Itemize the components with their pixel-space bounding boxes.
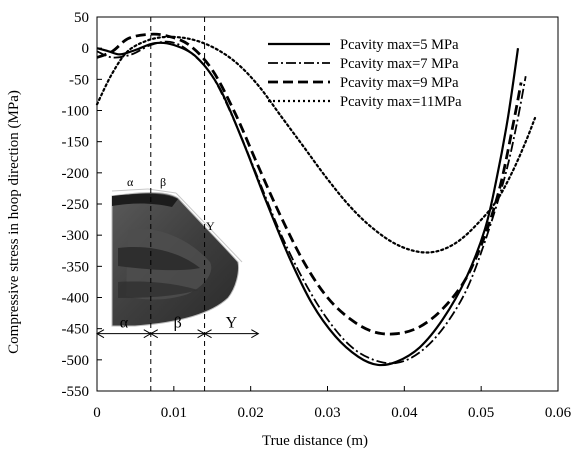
y-tick-label: -500 xyxy=(62,353,90,369)
y-tick-label: -450 xyxy=(62,322,90,338)
y-tick-label: -300 xyxy=(62,228,90,244)
x-tick-label: 0.02 xyxy=(238,405,264,421)
y-tick-label: -200 xyxy=(62,166,90,182)
region-label-1: α xyxy=(120,315,129,332)
legend: Pcavity max=5 MPa Pcavity max=7 MPa Pcav… xyxy=(268,37,462,110)
x-tick-label: 0.03 xyxy=(314,405,340,421)
inset-edge-line-b xyxy=(147,188,177,194)
plot-layer: 50 0 -50 -100 -150 -200 -250 -300 -350 -400 -450 -5… xyxy=(62,10,572,421)
region-label-3: Y xyxy=(226,315,238,332)
y-tick-label: 50 xyxy=(74,10,89,26)
x-tick-label: 0.05 xyxy=(468,405,494,421)
inset-label-gamma: Y xyxy=(206,219,215,233)
legend-label-7mpa: Pcavity max=7 MPa xyxy=(340,56,459,72)
x-axis-title: True distance (m) xyxy=(262,433,368,449)
y-tick-label: -250 xyxy=(62,197,90,213)
x-tick-label: 0.06 xyxy=(545,405,572,421)
y-tick-label: -550 xyxy=(62,384,90,400)
series-line-2 xyxy=(96,40,527,365)
inset-dark-band xyxy=(118,246,200,271)
specimen-inset-image: α β Y xyxy=(111,175,243,327)
region-arrowhead-left-2 xyxy=(149,329,159,339)
series-line-4 xyxy=(95,35,537,254)
y-tick-label: 0 xyxy=(82,41,90,57)
series-line-3 xyxy=(96,32,523,336)
y-tick-label: -400 xyxy=(62,291,90,307)
region-label-2: β xyxy=(174,315,182,332)
x-tick-label: 0.01 xyxy=(161,405,187,421)
legend-label-9mpa: Pcavity max=9 MPa xyxy=(340,75,459,91)
inset-edge-line-a xyxy=(111,188,149,192)
inset-dark-band-lower xyxy=(118,281,198,298)
inset-top-dark-band xyxy=(112,193,178,207)
y-axis-title: Compressive stress in hoop direction (MP… xyxy=(6,90,22,354)
x-tick-label: 0.04 xyxy=(391,405,418,421)
y-tick-label: -150 xyxy=(62,135,90,151)
region-arrowhead-left-1 xyxy=(95,329,105,339)
region-arrowhead-right-3 xyxy=(251,329,260,339)
inset-label-alpha: α xyxy=(127,175,134,189)
y-tick-label: -350 xyxy=(62,259,90,275)
region-arrowhead-left-3 xyxy=(203,329,212,339)
inset-label-beta: β xyxy=(160,175,166,189)
x-tick-label: 0 xyxy=(93,405,101,421)
legend-label-5mpa: Pcavity max=5 MPa xyxy=(340,37,459,53)
y-tick-label: -100 xyxy=(62,104,90,120)
series-line-1 xyxy=(96,41,520,367)
legend-label-11mpa: Pcavity max=11MPa xyxy=(340,94,462,110)
inset-edge-line-c xyxy=(175,192,243,263)
y-tick-label: -50 xyxy=(69,72,89,88)
